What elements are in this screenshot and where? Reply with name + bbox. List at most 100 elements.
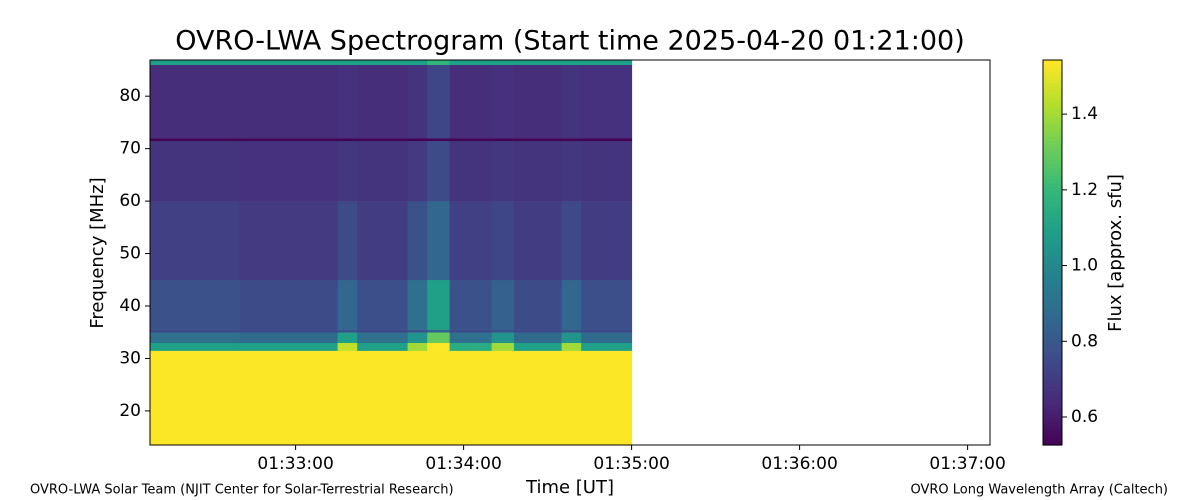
colorbar-segment — [1043, 156, 1062, 161]
colorbar-segment — [1043, 387, 1062, 392]
colorbar-segment — [1043, 406, 1062, 411]
heatmap-cell — [150, 279, 241, 330]
colorbar-segment — [1043, 402, 1062, 408]
heatmap-cell — [357, 140, 409, 202]
heatmap-cell — [449, 64, 493, 139]
colorbar-segment — [1043, 398, 1062, 404]
colorbar-segment — [1043, 214, 1062, 219]
heatmap-cell — [561, 140, 582, 202]
heatmap-cell — [337, 138, 358, 142]
colorbar-tick-label: 0.8 — [1071, 331, 1098, 351]
colorbar-segment — [1043, 352, 1062, 358]
colorbar-segment — [1043, 94, 1062, 100]
heatmap-cell — [581, 279, 633, 330]
heatmap-cell — [581, 201, 633, 281]
heatmap-cell — [427, 64, 451, 139]
heatmap-cell — [491, 329, 515, 333]
colorbar-segment — [1043, 252, 1062, 257]
heatmap-cell — [449, 60, 493, 66]
colorbar-segment — [1043, 421, 1062, 427]
heatmap-cell — [561, 201, 582, 281]
heatmap-cell — [239, 201, 339, 281]
heatmap-cell — [150, 350, 241, 446]
colorbar-segment — [1043, 394, 1062, 400]
colorbar-segment — [1043, 210, 1062, 215]
colorbar-segment — [1043, 202, 1062, 207]
colorbar-segment — [1043, 433, 1062, 438]
colorbar-segment — [1043, 368, 1062, 373]
heatmap-cell — [514, 60, 563, 66]
footer-right: OVRO Long Wavelength Array (Caltech) — [910, 483, 1168, 498]
colorbar-segment — [1043, 152, 1062, 157]
colorbar-segment — [1043, 306, 1062, 311]
heatmap-cell — [427, 350, 451, 446]
heatmap-cell — [150, 332, 241, 344]
colorbar-segment — [1043, 379, 1062, 384]
heatmap-cell — [491, 64, 515, 139]
colorbar-segment — [1043, 86, 1062, 92]
heatmap-cell — [561, 138, 582, 142]
heatmap-cell — [491, 350, 515, 446]
colorbar-segment — [1043, 260, 1062, 265]
heatmap-cell — [561, 332, 582, 344]
colorbar-segment — [1043, 90, 1062, 96]
heatmap-cell — [514, 342, 563, 351]
heatmap-cell — [491, 138, 515, 142]
y-tick-label: 80 — [119, 86, 141, 106]
heatmap-cell — [427, 279, 451, 330]
heatmap-cell — [407, 342, 428, 351]
heatmap-cell — [357, 350, 409, 446]
heatmap-cell — [427, 332, 451, 344]
heatmap-cell — [239, 138, 339, 142]
heatmap-cell — [239, 64, 339, 139]
y-axis-label: Frequency [MHz] — [87, 177, 108, 328]
x-axis-label: Time [UT] — [525, 477, 614, 498]
heatmap-cell — [357, 64, 409, 139]
colorbar-segment — [1043, 333, 1062, 338]
heatmap-cell — [449, 140, 493, 202]
colorbar-segment — [1043, 237, 1062, 242]
colorbar-segment — [1043, 298, 1062, 304]
colorbar-segment — [1043, 75, 1062, 80]
colorbar-segment — [1043, 187, 1062, 192]
colorbar-segment — [1043, 341, 1062, 346]
colorbar-segment — [1043, 144, 1062, 150]
colorbar-segment — [1043, 63, 1062, 69]
colorbar-segment — [1043, 294, 1062, 300]
colorbar-tick-label: 1.2 — [1071, 180, 1098, 200]
colorbar-segment — [1043, 356, 1062, 361]
colorbar-segment — [1043, 121, 1062, 127]
heatmap-cell — [427, 342, 451, 351]
heatmap-cell — [427, 138, 451, 142]
colorbar-segment — [1043, 240, 1062, 246]
colorbar-segment — [1043, 348, 1062, 354]
heatmap-cell — [581, 350, 633, 446]
colorbar-segment — [1043, 425, 1062, 431]
colorbar-segment — [1043, 137, 1062, 142]
y-tick-label: 40 — [119, 296, 141, 316]
heatmap-cell — [357, 201, 409, 281]
heatmap-cell — [514, 138, 563, 142]
heatmap-cell — [357, 329, 409, 333]
heatmap-cell — [427, 60, 451, 66]
colorbar-segment — [1043, 364, 1062, 369]
colorbar-segment — [1043, 337, 1062, 342]
heatmap-cell — [491, 201, 515, 281]
colorbar-segment — [1043, 102, 1062, 107]
colorbar-tick-label: 0.6 — [1071, 407, 1098, 427]
heatmap-cell — [427, 140, 451, 202]
heatmap-cell — [150, 329, 241, 333]
heatmap-cell — [491, 332, 515, 344]
colorbar-segment — [1043, 198, 1062, 204]
heatmap-cell — [337, 350, 358, 446]
colorbar-segment — [1043, 244, 1062, 250]
heatmap-cell — [514, 332, 563, 344]
heatmap-cell — [427, 329, 451, 333]
heatmap-cell — [357, 138, 409, 142]
colorbar-segment — [1043, 171, 1062, 177]
heatmap-cell — [357, 60, 409, 66]
heatmap-cell — [514, 140, 563, 202]
x-tick-label: 01:34:00 — [425, 454, 501, 474]
colorbar-segment — [1043, 117, 1062, 123]
heatmap-cell — [407, 279, 428, 330]
